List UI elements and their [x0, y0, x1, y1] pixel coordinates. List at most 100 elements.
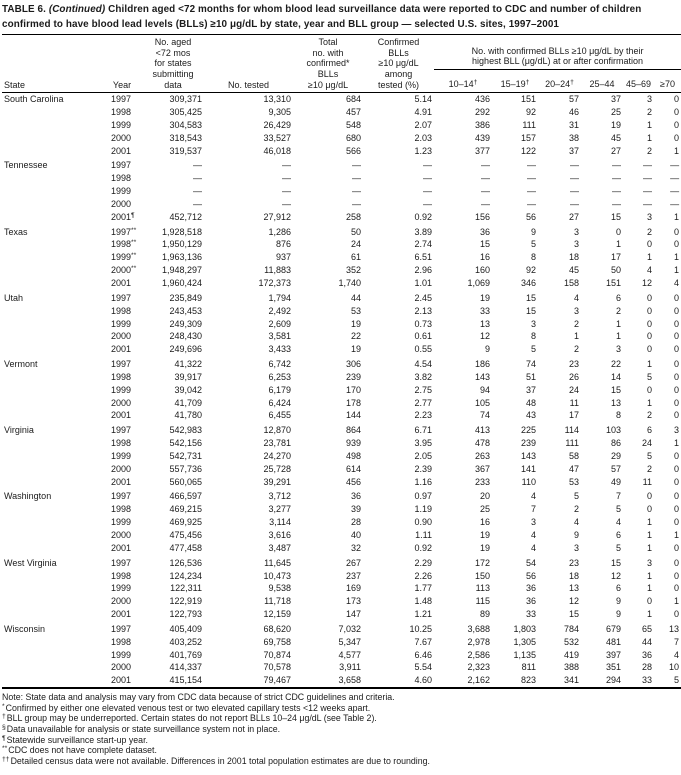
value-cell: 1 [615, 318, 621, 329]
value-cell: 15 [610, 384, 621, 395]
table-row: West Virginia 1997 126,536 11,645 267 2.29 172… [2, 555, 681, 570]
value-cell: 5 [615, 542, 621, 553]
value-cell: 11,883 [264, 265, 291, 276]
year-cell: 1998 [111, 438, 132, 449]
value-cell: 3 [646, 211, 652, 222]
value-cell: 1 [674, 530, 680, 540]
value-cell: 4 [573, 517, 579, 528]
table-row: 2000** 1,948,297 11,883 352 2.96 160 92 45 50 4 1 [2, 264, 681, 277]
value-cell: 26,429 [263, 119, 291, 130]
value-cell: 0.55 [414, 344, 432, 355]
value-cell: 24,270 [263, 450, 291, 461]
value-cell: 419 [563, 649, 579, 660]
value-cell: 6.71 [414, 425, 432, 436]
value-cell: 1.19 [414, 504, 432, 515]
value-cell: 1,305 [513, 636, 536, 647]
year-cell: 1998 [111, 570, 132, 581]
value-cell: 2 [646, 463, 652, 474]
value-cell: 415,154 [169, 675, 202, 686]
year-cell: 1997 [111, 623, 132, 634]
value-cell: 0 [674, 371, 680, 382]
value-cell: 5.54 [414, 662, 432, 673]
table-row: 1999 469,925 3,114 28 0.90 16 3 4 4 1 0 [2, 516, 681, 529]
year-cell: 1997 [111, 359, 132, 370]
state-cell: Vermont [4, 359, 38, 370]
value-cell: 7,032 [338, 623, 361, 634]
value-cell: 0 [646, 344, 652, 355]
value-cell: 2,162 [467, 675, 490, 686]
table-row: Wisconsin 1997 405,409 68,620 7,032 10.25 3,68… [2, 621, 681, 636]
value-cell: 319,537 [169, 145, 202, 156]
value-cell: 0 [674, 517, 680, 528]
state-cell [2, 384, 102, 397]
value-cell: 2.13 [414, 305, 432, 316]
value-cell: 122 [520, 145, 536, 156]
value-cell: 10.25 [409, 623, 432, 634]
value-cell: 86 [610, 438, 621, 449]
value-cell: 1,794 [268, 292, 291, 303]
col-header-bll-range: 45–69 [623, 69, 654, 94]
value-cell: 172 [474, 557, 490, 568]
value-cell: 36 [641, 649, 652, 660]
year-cell: 2001 [111, 145, 132, 156]
value-cell: 114 [564, 425, 579, 436]
value-cell: 2.23 [414, 410, 432, 421]
year-cell: 1998 [111, 107, 132, 117]
table-row: 1998 542,156 23,781 939 3.95 478 239 111 86 24 1 [2, 437, 681, 450]
value-cell: — [570, 160, 579, 171]
value-cell: 144 [345, 410, 361, 421]
value-cell: 27 [568, 211, 579, 222]
value-cell: 6 [615, 583, 621, 594]
value-cell: 3 [573, 305, 579, 316]
value-cell: 0 [674, 226, 680, 237]
value-cell: 405,409 [169, 623, 202, 634]
value-cell: 39,042 [174, 384, 202, 395]
value-cell: 5.14 [414, 94, 432, 105]
value-cell: 10,473 [263, 570, 291, 581]
value-cell: 4 [573, 292, 579, 303]
year-cell: 1998 [111, 173, 132, 184]
state-cell [2, 198, 102, 211]
year-cell: 1998 [111, 371, 132, 382]
value-cell: 45 [610, 132, 621, 143]
value-cell: 37 [610, 94, 621, 105]
value-cell: 36 [350, 491, 361, 502]
value-cell: 41,709 [174, 397, 202, 408]
year-cell: 1998** [111, 239, 137, 250]
value-cell: 2,492 [268, 305, 291, 316]
value-cell: 0.92 [414, 542, 432, 553]
value-cell: 122,793 [169, 609, 202, 620]
footnote-text: CDC does not have complete dataset. [8, 745, 157, 756]
value-cell: 2.77 [414, 397, 432, 408]
col-header-bll-group: No. with confirmed BLLs ≥10 μg/dL by the… [434, 34, 681, 70]
value-cell: 11 [642, 476, 652, 487]
value-cell: 0 [615, 226, 621, 237]
value-cell: 614 [345, 463, 361, 474]
value-cell: 414,337 [169, 662, 202, 673]
value-cell: 5 [646, 450, 652, 461]
value-cell: 0 [674, 609, 680, 620]
value-cell: 11,645 [264, 557, 291, 568]
value-cell: 170 [345, 384, 361, 395]
table-row: 1998 — — — — — — — — — — [2, 172, 681, 185]
value-cell: 51 [525, 371, 536, 382]
state-cell: South Carolina [4, 94, 64, 105]
state-cell [2, 318, 102, 331]
value-cell: 26 [568, 371, 579, 382]
value-cell: — [643, 173, 652, 184]
year-cell: 1997 [111, 94, 132, 105]
value-cell: 1 [646, 119, 652, 130]
value-cell: 54 [525, 557, 536, 568]
footnote: ¶Statewide surveillance start-up year. [2, 735, 680, 746]
value-cell: 24 [350, 239, 361, 250]
value-cell: 263 [474, 450, 490, 461]
value-cell: 413 [474, 425, 490, 436]
value-cell: 151 [605, 277, 621, 288]
table-row: Tennessee 1997 — — — — — — — — — — [2, 157, 681, 172]
value-cell: 5 [674, 675, 680, 686]
value-cell: 0 [674, 94, 680, 105]
value-cell: 41,322 [174, 359, 202, 370]
value-cell: 0 [674, 359, 680, 370]
footnote: Note: State data and analysis may vary f… [2, 692, 680, 703]
year-cell: 2001 [111, 476, 132, 487]
